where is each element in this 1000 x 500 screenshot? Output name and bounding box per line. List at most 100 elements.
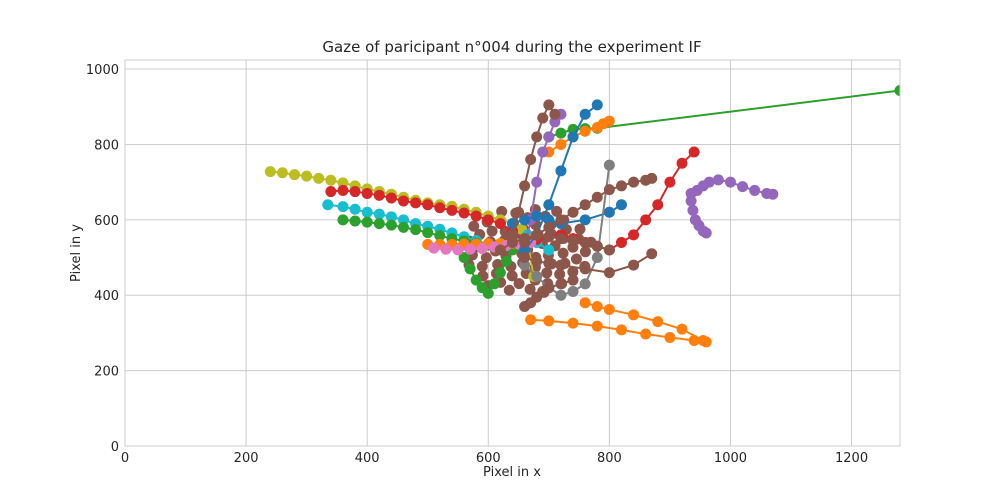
gaze-point: [697, 334, 709, 346]
gaze-point: [567, 317, 579, 329]
gaze-series: [519, 248, 658, 279]
plot-frame: [124, 59, 901, 447]
plot-area: [264, 85, 900, 348]
gaze-point: [468, 220, 480, 232]
gaze-point: [628, 176, 640, 188]
x-tick-label: 200: [234, 451, 259, 466]
gaze-series: [519, 274, 579, 313]
gaze-point: [519, 214, 531, 226]
x-tick-label: 1200: [835, 451, 868, 466]
gaze-point: [555, 278, 567, 290]
gaze-point: [567, 285, 579, 297]
gaze-point: [551, 205, 563, 217]
gaze-point: [579, 214, 591, 226]
gaze-point: [373, 208, 385, 220]
gaze-point: [555, 289, 567, 301]
gaze-point: [555, 259, 567, 271]
gaze-point: [503, 284, 515, 296]
y-tick-label: 800: [94, 138, 119, 153]
gaze-point: [494, 267, 506, 279]
gaze-point: [488, 278, 500, 290]
gaze-point: [373, 189, 385, 201]
gaze-series: [579, 297, 709, 346]
gaze-point: [519, 233, 531, 245]
gaze-point: [724, 176, 736, 188]
gaze-point: [555, 214, 567, 226]
gaze-point: [289, 169, 301, 181]
gaze-point: [703, 176, 715, 188]
gaze-point: [567, 274, 579, 286]
gaze-point: [615, 180, 627, 192]
gaze-point: [276, 167, 288, 179]
gaze-point: [555, 138, 567, 150]
gaze-point: [525, 314, 537, 326]
gaze-point: [410, 224, 422, 236]
gaze-point: [567, 235, 579, 247]
chart-title: Gaze of paricipant n°004 during the expe…: [322, 38, 701, 56]
gaze-point: [446, 204, 458, 216]
gaze-point: [603, 304, 615, 316]
gaze-point: [398, 221, 410, 233]
gaze-point: [543, 282, 555, 294]
gaze-point: [349, 203, 361, 215]
gaze-point: [531, 131, 543, 143]
gaze-point: [543, 131, 555, 143]
gaze-point: [579, 199, 591, 211]
gaze-point: [554, 268, 566, 280]
gaze-point: [579, 278, 591, 290]
gaze-point: [615, 236, 627, 248]
gaze-point: [507, 229, 518, 241]
gaze-point: [543, 231, 555, 243]
gaze-point: [500, 255, 512, 267]
series-layer: [264, 85, 900, 348]
gaze-point: [541, 267, 553, 279]
gaze-point: [452, 244, 464, 256]
gaze-point: [555, 233, 567, 245]
gaze-point: [640, 328, 652, 340]
x-tick-label: 600: [476, 451, 501, 466]
gaze-point: [525, 154, 537, 166]
gaze-point: [434, 202, 446, 214]
gaze-point: [579, 246, 591, 258]
gaze-point: [349, 215, 361, 227]
gaze-point: [664, 176, 676, 188]
gaze-series: [685, 174, 779, 200]
gaze-point: [480, 252, 492, 264]
y-tick-label: 200: [94, 365, 119, 380]
y-tick-label: 0: [111, 440, 119, 455]
gaze-point: [700, 227, 712, 239]
gaze-point: [603, 267, 615, 279]
gaze-series: [507, 99, 561, 241]
gaze-point: [549, 108, 561, 120]
gaze-point: [652, 316, 664, 328]
gaze-series: [519, 159, 615, 301]
gaze-point: [767, 188, 779, 200]
gaze-point: [555, 127, 567, 139]
gaze-point: [687, 204, 699, 216]
gaze-point: [361, 216, 373, 228]
gaze-point: [894, 85, 900, 97]
gaze-point: [531, 255, 543, 267]
gaze-point: [579, 125, 591, 137]
gaze-point: [543, 257, 555, 269]
gaze-point: [482, 214, 494, 226]
gaze-point: [507, 236, 518, 248]
x-tick-label: 400: [355, 451, 380, 466]
gaze-point: [325, 186, 337, 198]
gaze-point: [676, 157, 688, 169]
gaze-point: [543, 244, 555, 256]
gaze-point: [543, 221, 555, 233]
gaze-point: [646, 172, 658, 184]
y-tick-labels: 0 200 400 600 800 1000: [86, 63, 119, 455]
gaze-point: [398, 195, 410, 207]
x-axis-label: Pixel in x: [483, 465, 541, 480]
gaze-point: [524, 283, 536, 295]
gaze-path: [499, 233, 610, 251]
gaze-point: [519, 259, 531, 271]
gaze-point: [531, 270, 543, 282]
gaze-point: [543, 315, 555, 327]
gaze-point: [476, 242, 488, 254]
gaze-point: [652, 199, 664, 211]
x-tick-label: 800: [597, 451, 622, 466]
